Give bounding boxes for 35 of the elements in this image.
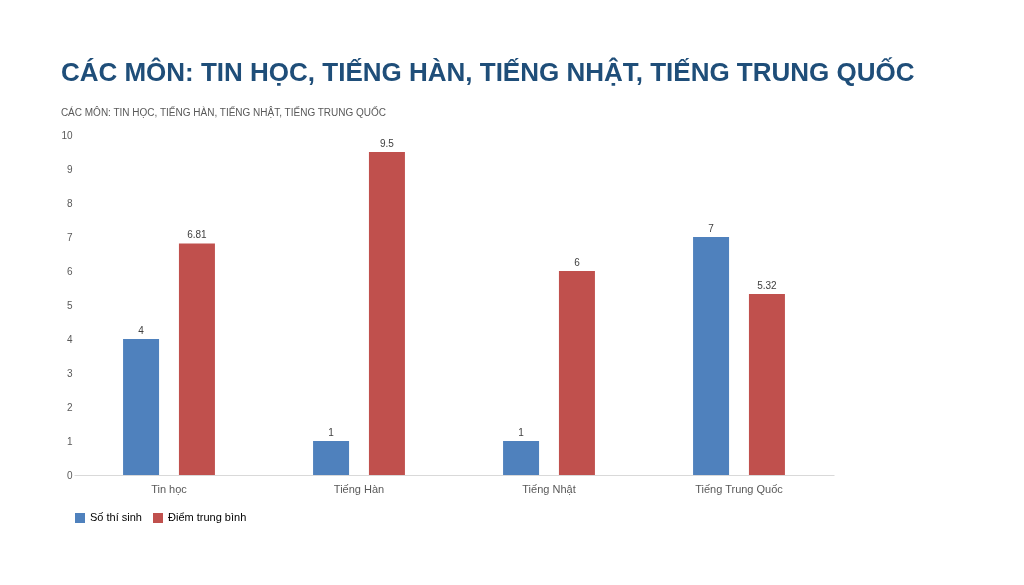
y-tick-label: 7 [66, 231, 73, 243]
bar [123, 339, 160, 475]
y-tick-label: 8 [66, 197, 73, 209]
chart-subtitle: CÁC MÔN: TIN HỌC, TIẾNG HÀN, TIẾNG NHẬT, TIẾNG TRUNG QUỐC [60, 105, 387, 118]
bar [503, 441, 540, 475]
data-label: 1 [328, 427, 335, 438]
data-label: 1 [518, 427, 525, 438]
y-tick-label: 3 [66, 367, 73, 379]
y-tick-label: 0 [66, 469, 73, 481]
data-label: 4 [138, 325, 145, 336]
data-label: 6.81 [187, 229, 208, 241]
x-tick-label: Tiếng Nhật [522, 482, 576, 495]
data-label: 5.32 [757, 280, 778, 292]
bar [178, 243, 215, 475]
bar [558, 271, 595, 475]
y-tick-label: 6 [66, 265, 73, 277]
bar [693, 237, 730, 475]
x-tick-label: Tiếng Trung Quốc [695, 482, 784, 495]
y-tick-label: 5 [66, 299, 73, 311]
x-tick-label: Tin học [151, 482, 188, 495]
y-tick-label: 9 [66, 163, 73, 175]
bar [748, 294, 785, 475]
data-label: 7 [708, 223, 715, 234]
legend-label: Điểm trung bình [168, 511, 247, 523]
chart-title: CÁC MÔN: TIN HỌC, TIẾNG HÀN, TIẾNG NHẬT, TIẾNG TRUNG QUỐC [60, 57, 915, 87]
legend-label: Số thí sinh [90, 511, 142, 523]
y-tick-label: 10 [61, 129, 73, 141]
bar [313, 441, 350, 475]
y-tick-label: 4 [66, 333, 73, 345]
x-tick-label: Tiếng Hàn [333, 482, 385, 495]
y-tick-label: 1 [66, 435, 73, 447]
data-label: 9.5 [379, 138, 395, 149]
bar [368, 152, 405, 475]
y-tick-label: 2 [66, 401, 73, 413]
data-label: 6 [574, 257, 581, 268]
